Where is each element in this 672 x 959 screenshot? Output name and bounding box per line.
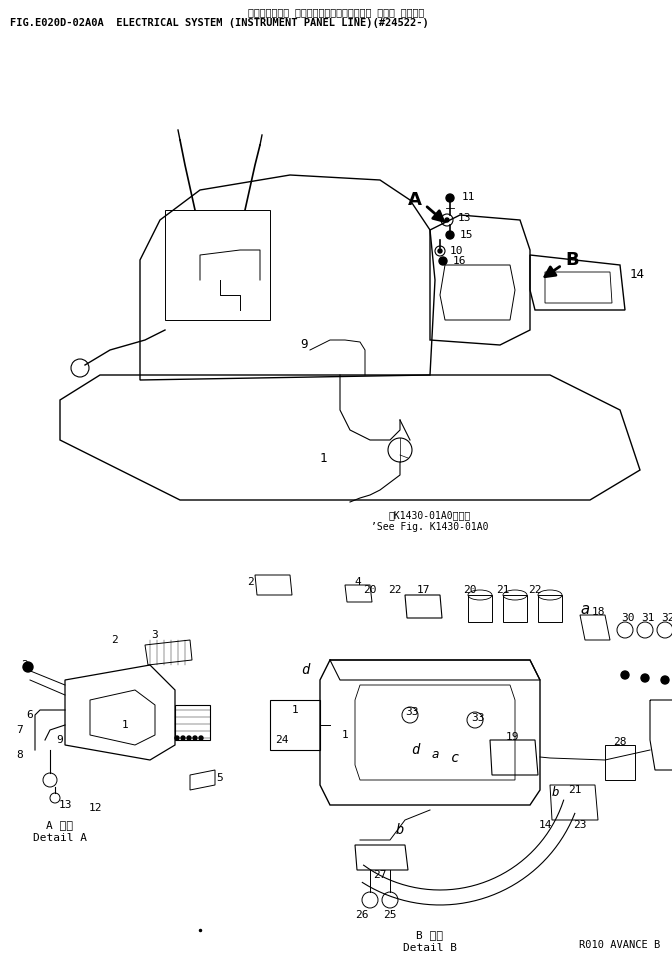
Circle shape bbox=[23, 662, 33, 672]
Text: 27: 27 bbox=[373, 870, 387, 880]
Text: 9: 9 bbox=[56, 735, 63, 745]
Text: 33: 33 bbox=[471, 713, 485, 723]
Text: 20: 20 bbox=[364, 585, 377, 595]
Text: 4: 4 bbox=[355, 577, 362, 587]
Text: 19: 19 bbox=[505, 732, 519, 742]
Text: 2: 2 bbox=[22, 660, 28, 670]
Circle shape bbox=[661, 676, 669, 684]
Circle shape bbox=[193, 736, 197, 740]
Text: 21: 21 bbox=[569, 785, 582, 795]
Text: 23: 23 bbox=[573, 820, 587, 830]
Text: 16: 16 bbox=[453, 256, 466, 266]
Text: 32: 32 bbox=[661, 613, 672, 623]
Circle shape bbox=[446, 231, 454, 239]
Circle shape bbox=[175, 736, 179, 740]
Text: 18: 18 bbox=[591, 607, 605, 617]
Circle shape bbox=[446, 194, 454, 202]
Text: FIG.E020D-02A0A  ELECTRICAL SYSTEM (INSTRUMENT PANEL LINE)(#24522-): FIG.E020D-02A0A ELECTRICAL SYSTEM (INSTR… bbox=[10, 18, 429, 28]
Text: エレクトリカル システム（インスツルメント パネル ライン）: エレクトリカル システム（インスツルメント パネル ライン） bbox=[248, 7, 424, 17]
Text: 24: 24 bbox=[276, 735, 289, 745]
Text: 1: 1 bbox=[341, 730, 348, 740]
Text: 14: 14 bbox=[630, 269, 645, 282]
Text: 26: 26 bbox=[355, 910, 369, 920]
Circle shape bbox=[439, 257, 447, 265]
Text: B 詳細: B 詳細 bbox=[417, 930, 444, 940]
Text: 12: 12 bbox=[88, 803, 101, 813]
Text: 13: 13 bbox=[458, 213, 472, 223]
Text: d: d bbox=[411, 743, 419, 757]
Text: ’See Fig. K1430-01A0: ’See Fig. K1430-01A0 bbox=[371, 522, 489, 532]
Text: A 詳細: A 詳細 bbox=[46, 820, 73, 830]
Text: 1: 1 bbox=[320, 452, 327, 464]
Text: 15: 15 bbox=[460, 230, 474, 240]
Text: b: b bbox=[396, 823, 404, 837]
Circle shape bbox=[445, 218, 449, 222]
Text: A: A bbox=[408, 191, 422, 209]
Text: Detail B: Detail B bbox=[403, 943, 457, 953]
Text: 17: 17 bbox=[416, 585, 430, 595]
Text: a: a bbox=[581, 602, 589, 618]
Text: R010 AVANCE B: R010 AVANCE B bbox=[579, 940, 660, 950]
Circle shape bbox=[187, 736, 191, 740]
Text: 30: 30 bbox=[621, 613, 635, 623]
Circle shape bbox=[438, 249, 442, 253]
Text: 28: 28 bbox=[614, 737, 627, 747]
Text: 20: 20 bbox=[463, 585, 476, 595]
Text: 1: 1 bbox=[122, 720, 128, 730]
Text: Detail A: Detail A bbox=[33, 833, 87, 843]
Text: 3: 3 bbox=[152, 630, 159, 640]
Text: b: b bbox=[551, 785, 558, 799]
Text: 2: 2 bbox=[247, 577, 253, 587]
Text: B: B bbox=[565, 251, 579, 269]
Circle shape bbox=[641, 674, 649, 682]
Text: 33: 33 bbox=[405, 707, 419, 717]
Text: 22: 22 bbox=[388, 585, 402, 595]
Circle shape bbox=[199, 736, 203, 740]
Text: 22: 22 bbox=[528, 585, 542, 595]
Text: 10: 10 bbox=[450, 246, 464, 256]
Text: 25: 25 bbox=[383, 910, 396, 920]
Circle shape bbox=[181, 736, 185, 740]
Text: 8: 8 bbox=[17, 750, 24, 760]
Text: 9: 9 bbox=[300, 339, 308, 352]
Text: 13: 13 bbox=[58, 800, 72, 810]
Text: a: a bbox=[431, 749, 439, 761]
Text: 21: 21 bbox=[496, 585, 510, 595]
Text: 7: 7 bbox=[17, 725, 24, 735]
Text: 5: 5 bbox=[216, 773, 223, 783]
Text: 2: 2 bbox=[112, 635, 118, 645]
Text: d: d bbox=[301, 663, 309, 677]
Text: ※K1430-01A0図参照: ※K1430-01A0図参照 bbox=[389, 510, 471, 520]
Text: c: c bbox=[451, 751, 459, 765]
Circle shape bbox=[621, 671, 629, 679]
Text: 6: 6 bbox=[27, 710, 34, 720]
Text: 1: 1 bbox=[292, 705, 298, 715]
Text: 31: 31 bbox=[641, 613, 655, 623]
Text: 11: 11 bbox=[462, 192, 476, 202]
Text: 14: 14 bbox=[538, 820, 552, 830]
